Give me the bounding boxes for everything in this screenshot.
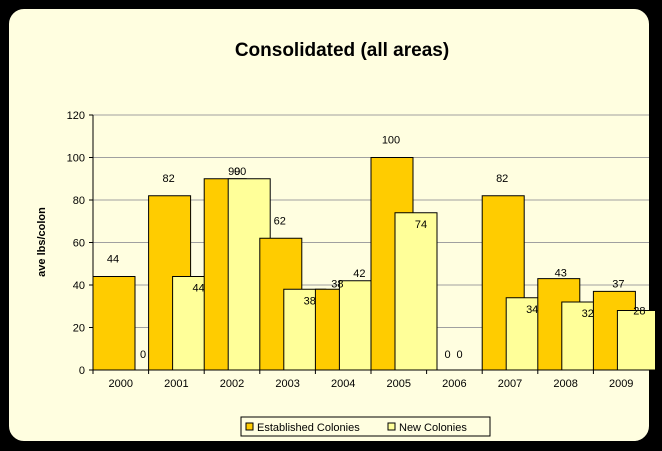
- y-tick-label: 40: [73, 280, 85, 292]
- data-label: 0: [457, 349, 463, 361]
- legend-swatch-established: [245, 422, 254, 431]
- data-label: 82: [496, 173, 508, 185]
- x-tick-label: 2006: [442, 378, 466, 390]
- data-label: 37: [612, 278, 624, 290]
- data-label: 34: [526, 304, 538, 316]
- data-label: 90: [234, 166, 246, 178]
- data-label: 90: [228, 166, 240, 178]
- bars: [92, 157, 655, 371]
- x-tick-label: 2008: [553, 378, 577, 390]
- y-tick-label: 80: [73, 195, 85, 207]
- chart-frame: Consolidated (all areas) ave lbs/colon 0…: [6, 6, 655, 444]
- data-label: 38: [304, 295, 316, 307]
- bar-new: [616, 310, 655, 371]
- data-label: 44: [192, 283, 204, 295]
- data-label: 42: [353, 268, 365, 280]
- x-tick-label: 2007: [498, 378, 522, 390]
- chart-title: Consolidated (all areas): [235, 40, 449, 61]
- y-tick-label: 120: [67, 110, 85, 122]
- legend-label-established: Established Colonies: [257, 422, 360, 434]
- legend-swatch-new: [387, 422, 396, 431]
- y-tick-label: 0: [79, 365, 85, 377]
- legend: Established Colonies New Colonies: [240, 416, 491, 437]
- data-label: 28: [633, 306, 645, 318]
- y-tick-label: 60: [73, 238, 85, 250]
- data-label: 0: [445, 349, 451, 361]
- bar-established: [92, 276, 136, 371]
- data-label: 43: [555, 268, 567, 280]
- y-tick-label: 100: [67, 153, 85, 165]
- legend-label-new: New Colonies: [399, 422, 467, 434]
- x-tick-label: 2000: [109, 378, 133, 390]
- y-tick-label: 20: [73, 323, 85, 335]
- axes: 0 20 40 60 80 100 120 2000 2001 2002 2003 2004 2005 2…: [67, 110, 649, 390]
- x-tick-label: 2009: [609, 378, 633, 390]
- data-label: 62: [274, 215, 286, 227]
- x-tick-label: 2005: [387, 378, 411, 390]
- x-tick-label: 2001: [164, 378, 188, 390]
- data-label: 100: [382, 135, 400, 147]
- x-tick-label: 2002: [220, 378, 244, 390]
- data-label: 44: [107, 254, 119, 266]
- data-label: 32: [582, 308, 594, 320]
- data-label: 0: [140, 349, 146, 361]
- x-tick-label: 2004: [331, 378, 355, 390]
- legend-box: [240, 416, 491, 437]
- data-label: 74: [415, 219, 427, 231]
- y-axis-label: ave lbs/colon: [36, 207, 48, 277]
- x-tick-label: 2003: [275, 378, 299, 390]
- data-label: 38: [331, 278, 343, 290]
- chart-svg: Consolidated (all areas) ave lbs/colon 0…: [36, 40, 655, 437]
- data-label: 82: [162, 173, 174, 185]
- bar-new: [394, 212, 438, 371]
